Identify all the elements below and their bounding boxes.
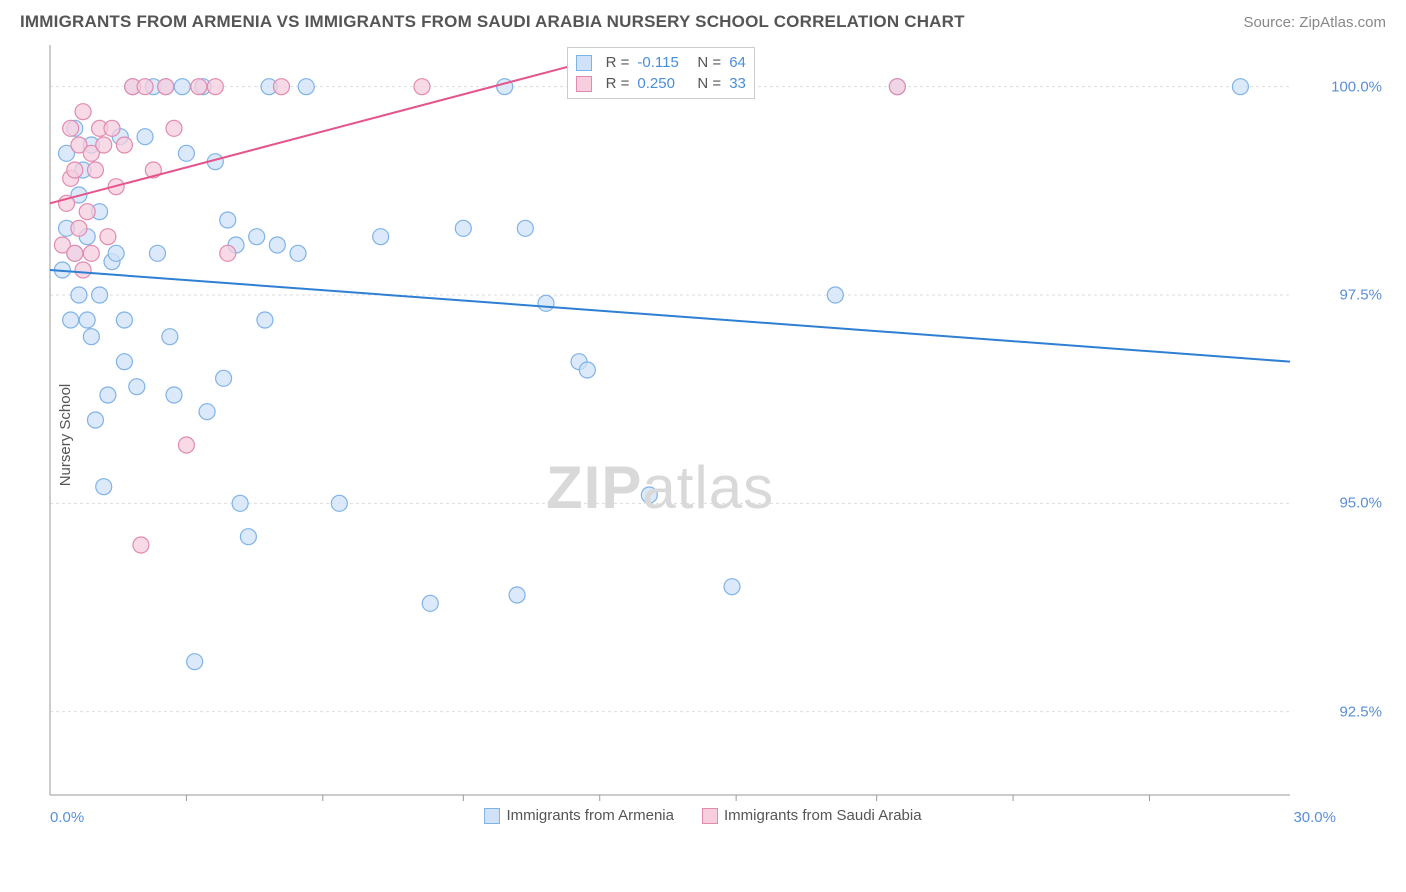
y-tick-label: 92.5% [1339, 703, 1382, 720]
r-value: -0.115 [637, 54, 689, 71]
correlation-chart [20, 40, 1350, 830]
correlation-legend: R =-0.115N =64R =0.250N =33 [567, 47, 755, 99]
legend-item: Immigrants from Armenia [484, 807, 674, 824]
n-value: 33 [729, 75, 746, 92]
page-title: IMMIGRANTS FROM ARMENIA VS IMMIGRANTS FR… [20, 12, 965, 32]
y-axis-label: Nursery School [57, 384, 74, 487]
legend-label: Immigrants from Armenia [506, 807, 674, 824]
y-tick-label: 95.0% [1339, 495, 1382, 512]
legend-swatch [576, 76, 592, 92]
correlation-legend-row: R =0.250N =33 [576, 73, 746, 94]
correlation-legend-row: R =-0.115N =64 [576, 52, 746, 73]
source-label: Source: ZipAtlas.com [1243, 14, 1386, 31]
n-value: 64 [729, 54, 746, 71]
y-tick-label: 97.5% [1339, 287, 1382, 304]
legend-label: Immigrants from Saudi Arabia [724, 807, 922, 824]
series-legend: Immigrants from Armenia Immigrants from S… [20, 807, 1386, 824]
watermark: ZIPatlas [546, 453, 774, 522]
r-value: 0.250 [637, 75, 689, 92]
legend-item: Immigrants from Saudi Arabia [702, 807, 922, 824]
legend-swatch [702, 808, 718, 824]
chart-container: Nursery School 92.5%95.0%97.5%100.0% 0.0… [20, 40, 1386, 830]
legend-swatch [576, 55, 592, 71]
y-tick-label: 100.0% [1331, 78, 1382, 95]
legend-swatch [484, 808, 500, 824]
